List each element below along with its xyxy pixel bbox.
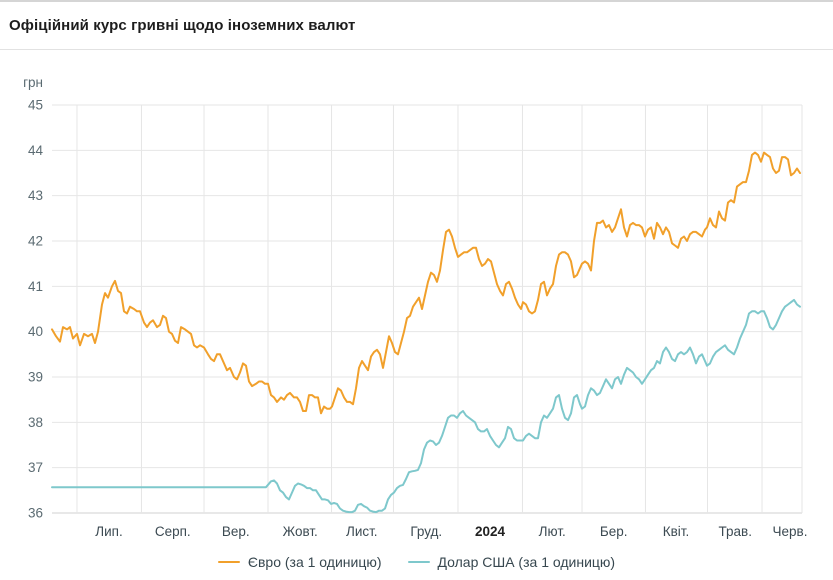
chart-header: Офіційний курс гривні щодо іноземних вал… [0,2,833,50]
x-tick-label: Вер. [222,524,250,539]
chart-area: 45 44 43 42 41 40 39 38 37 36 грн Лип. Серп. Вер. Жовт… [0,50,833,545]
x-tick-label: Лист. [346,524,378,539]
x-tick-label: 2024 [475,524,506,539]
x-tick-label: Груд. [410,524,442,539]
x-tick-label: Черв. [773,524,808,539]
x-tick-label: Квіт. [663,524,689,539]
y-tick-label: 42 [28,234,43,249]
usd-legend-label: Долар США (за 1 одиницю) [437,554,616,570]
legend-item-euro[interactable]: Євро (за 1 одиницю) [217,554,382,570]
y-axis-unit-label: грн [23,75,43,90]
x-tick-label: Серп. [155,524,191,539]
euro-series-line[interactable] [51,151,801,415]
page-top-border [0,0,833,2]
legend-item-usd[interactable]: Долар США (за 1 одиницю) [407,554,616,570]
x-tick-label: Бер. [600,524,628,539]
gridlines [52,104,803,514]
usd-legend-dash-icon [407,561,430,563]
usd-series-line[interactable] [51,298,801,514]
euro-legend-dash-icon [217,561,240,563]
y-tick-label: 41 [28,279,43,294]
x-tick-label: Жовт. [283,524,318,539]
euro-legend-label: Євро (за 1 одиницю) [247,554,382,570]
page-title: Офіційний курс гривні щодо іноземних вал… [9,17,356,34]
exchange-rate-chart: 45 44 43 42 41 40 39 38 37 36 грн Лип. Серп. Вер. Жовт… [23,75,808,539]
y-tick-label: 40 [28,324,43,339]
y-tick-label: 39 [28,370,43,385]
x-tick-label: Лют. [539,524,566,539]
y-tick-label: 36 [28,506,43,521]
y-tick-label: 38 [28,415,43,430]
y-tick-label: 45 [28,98,43,113]
y-tick-label: 43 [28,188,43,203]
x-tick-label: Трав. [719,524,752,539]
y-tick-label: 37 [28,460,43,475]
y-tick-label: 44 [28,143,44,158]
chart-legend: Євро (за 1 одиницю) Долар США (за 1 одини… [0,546,833,578]
x-tick-label: Лип. [95,524,122,539]
